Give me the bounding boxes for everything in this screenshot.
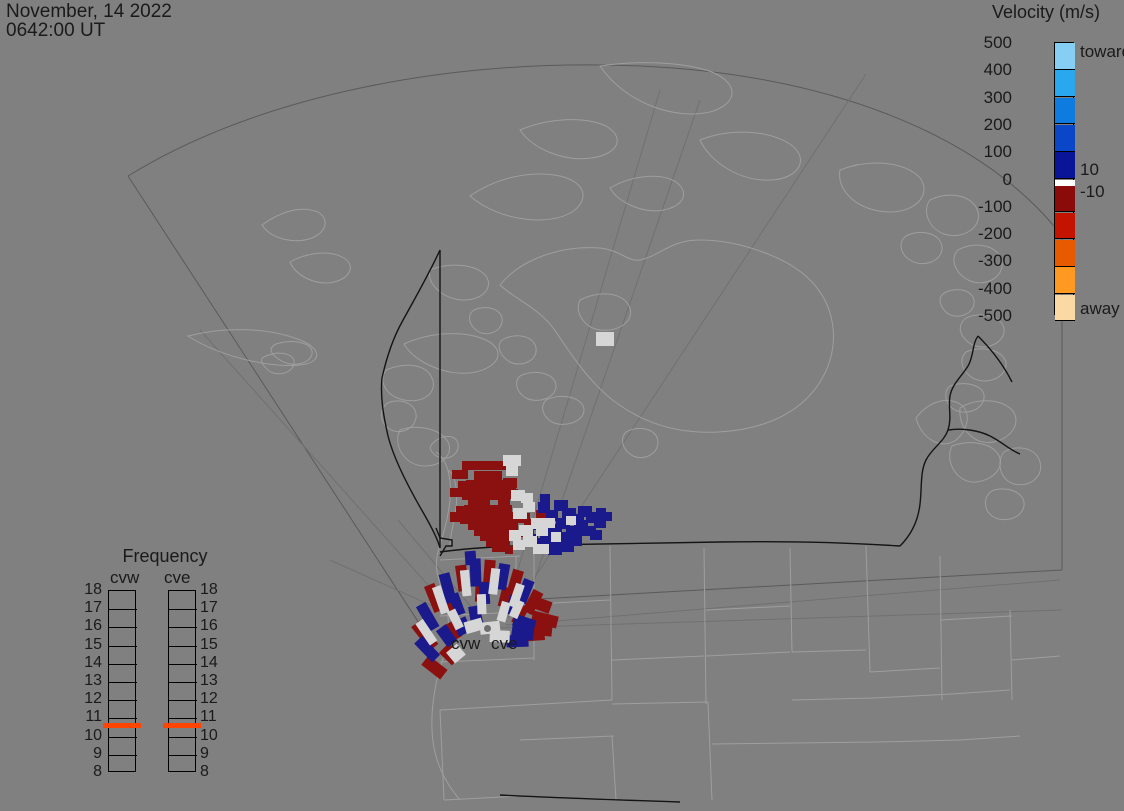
- velocity-tick-label: -500: [977, 306, 1012, 325]
- velocity-colorbar-segment: [1055, 70, 1075, 97]
- velocity-tick-label: -400: [977, 278, 1012, 298]
- velocity-cells-nearzero: [503, 332, 614, 554]
- frequency-tick-label: 9: [200, 744, 209, 762]
- frequency-tick-label: 9: [93, 744, 102, 762]
- frequency-tick-label: 13: [200, 672, 218, 689]
- radar-fov-outline: [127, 64, 1063, 641]
- velocity-tick-label: 0: [1002, 169, 1012, 189]
- velocity-lower-threshold: -10: [1080, 182, 1105, 201]
- frequency-bar-cve[interactable]: [168, 590, 197, 772]
- velocity-tick-label: -300: [977, 251, 1012, 271]
- frequency-panel: Frequency cvw cve 18 18 17 17 16 16 15 15 14 14 13…: [80, 546, 250, 786]
- velocity-colorbar-segment: [1055, 124, 1075, 152]
- frequency-gridline: [109, 645, 137, 647]
- frequency-tick-label: 15: [200, 635, 218, 653]
- velocity-tick-label: 200: [983, 114, 1012, 134]
- velocity-legend: Velocity (m/s) toward 10 -10 away 500 400…: [960, 0, 1124, 330]
- frequency-gridline: [169, 700, 197, 702]
- frequency-tick-label: 13: [84, 672, 102, 689]
- velocity-cells-toward: [528, 494, 612, 555]
- frequency-column-label-cvw: cvw: [110, 568, 140, 587]
- frequency-panel-title: Frequency: [122, 546, 208, 566]
- frequency-gridline: [169, 627, 197, 629]
- velocity-away-label: away: [1080, 299, 1120, 318]
- frequency-tick-label: 17: [200, 599, 218, 617]
- velocity-legend-title: Velocity (m/s): [991, 2, 1101, 22]
- timestamp-overlay: November, 14 2022 0642:00 UT: [6, 2, 172, 40]
- frequency-tick-label: 15: [84, 635, 102, 653]
- frequency-tick-label: 18: [200, 581, 218, 598]
- national-borders: [380, 249, 1021, 803]
- frequency-tick-label: 10: [200, 726, 218, 744]
- frequency-gridline: [109, 754, 137, 756]
- velocity-colorbar-segment: [1055, 267, 1075, 295]
- velocity-colorbar-segment: [1055, 185, 1075, 213]
- velocity-colorbar: [1054, 42, 1075, 322]
- frequency-gridline: [109, 627, 137, 629]
- velocity-upper-threshold: 10: [1080, 160, 1099, 179]
- frequency-gridline: [169, 718, 197, 720]
- frequency-tick-label: 18: [84, 581, 102, 598]
- velocity-tick-label: -100: [977, 196, 1012, 216]
- frequency-tick-label: 14: [84, 653, 102, 671]
- frequency-bar-cvw[interactable]: [108, 590, 137, 772]
- frequency-gridline: [109, 609, 137, 611]
- radar-site-label-cvw: cvw: [451, 634, 481, 653]
- frequency-column-label-cve: cve: [164, 568, 191, 587]
- radar-beam-lines: [199, 73, 1063, 633]
- velocity-tick-label: 500: [983, 33, 1012, 52]
- velocity-tick-label: 400: [983, 60, 1012, 80]
- frequency-gridline: [169, 682, 197, 683]
- frequency-gridline: [109, 718, 137, 720]
- timestamp-time: 0642:00 UT: [6, 20, 106, 41]
- frequency-marker-cve: [163, 722, 201, 728]
- frequency-gridline: [109, 663, 137, 665]
- frequency-gridline: [169, 663, 197, 665]
- frequency-tick-label: 10: [84, 726, 102, 744]
- velocity-colorbar-segment: [1055, 212, 1075, 240]
- frequency-tick-label: 8: [93, 763, 102, 780]
- frequency-gridline: [169, 736, 197, 738]
- velocity-colorbar-segment: [1055, 240, 1075, 267]
- radar-site-dot: [484, 625, 491, 632]
- frequency-tick-label: 16: [200, 617, 218, 635]
- frequency-gridline: [169, 754, 197, 756]
- frequency-tick-label: 16: [84, 617, 102, 635]
- frequency-tick-label: 12: [200, 690, 218, 708]
- velocity-colorbar-segment: [1055, 294, 1075, 322]
- velocity-cells-away: [450, 461, 550, 554]
- frequency-tick-label: 8: [200, 763, 209, 780]
- velocity-toward-label: toward: [1080, 42, 1124, 61]
- timestamp-date: November, 14 2022: [6, 1, 172, 22]
- radar-site-label-cve: cve: [491, 634, 518, 653]
- velocity-tick-label: 100: [983, 142, 1012, 162]
- frequency-tick-label: 12: [84, 690, 102, 708]
- frequency-tick-label: 11: [85, 708, 102, 726]
- velocity-colorbar-segment: [1055, 179, 1075, 186]
- frequency-gridline: [109, 700, 137, 702]
- velocity-colorbar-segment: [1055, 97, 1075, 125]
- coastlines: [186, 62, 1061, 801]
- velocity-colorbar-segment: [1055, 43, 1075, 70]
- frequency-gridline: [109, 682, 137, 683]
- frequency-tick-label: 11: [200, 708, 217, 726]
- frequency-marker-cvw: [103, 722, 141, 728]
- frequency-gridline: [169, 645, 197, 647]
- frequency-gridline: [109, 736, 137, 738]
- velocity-colorbar-segment: [1055, 152, 1075, 179]
- velocity-tick-label: -200: [977, 224, 1012, 244]
- frequency-gridline: [169, 609, 197, 611]
- velocity-tick-label: 300: [983, 87, 1012, 107]
- frequency-tick-label: 17: [84, 599, 102, 617]
- frequency-tick-label: 14: [200, 653, 218, 671]
